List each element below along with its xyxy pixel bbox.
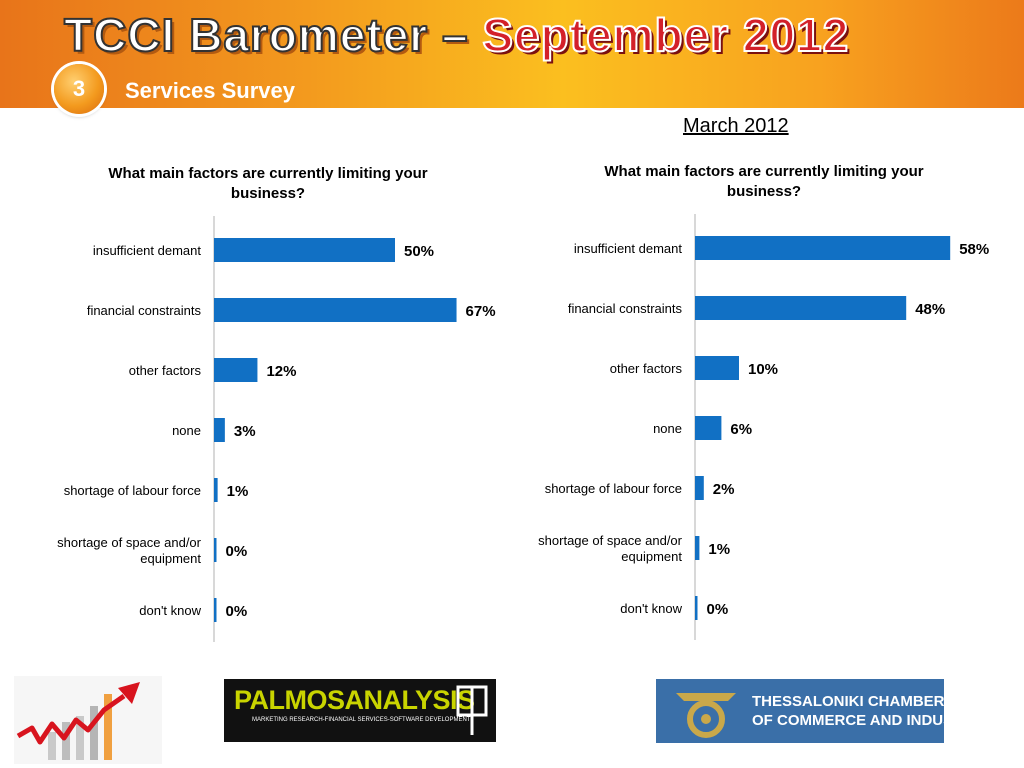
right-chart-value-label: 58% xyxy=(959,241,989,258)
palmos-logo-name: PALMOSANALYSIS xyxy=(234,685,475,715)
left-chart-value-label: 1% xyxy=(227,483,249,500)
section-title: Services Survey xyxy=(125,78,296,103)
section-number-badge: 3 xyxy=(54,64,104,114)
page-title-date: September 2012 xyxy=(481,8,850,62)
right-chart-bar xyxy=(695,536,700,560)
growth-chart-icon xyxy=(14,676,162,764)
right-chart-bar xyxy=(695,596,698,620)
header-banner: TCCI Barometer – September 2012 3 Servic… xyxy=(0,0,1024,114)
left-chart-value-label: 67% xyxy=(466,303,496,320)
left-chart-value-label: 12% xyxy=(266,363,296,380)
palmos-logo-tagline: MARKETING RESEARCH-FINANCIAL SERVICES-SO… xyxy=(252,717,471,723)
thessaloniki-chamber-logo: THESSALONIKI CHAMBER OF COMMERCE AND IND… xyxy=(656,679,983,743)
left-chart-category-label: shortage of labour force xyxy=(64,483,201,498)
right-chart-value-label: 1% xyxy=(708,541,730,558)
left-chart-category-label: don't know xyxy=(139,603,201,618)
right-chart-category-label: none xyxy=(653,421,682,436)
left-chart-bar xyxy=(214,358,258,382)
right-chart-bar xyxy=(695,296,907,320)
left-chart-category-label: financial constraints xyxy=(87,303,202,318)
right-chart-bar xyxy=(695,416,722,440)
left-chart-category-label: other factors xyxy=(129,363,202,378)
right-chart-category-label: financial constraints xyxy=(568,301,683,316)
right-chart-value-label: 48% xyxy=(915,301,945,318)
palmos-analysis-logo: PALMOSANALYSIS MARKETING RESEARCH-FINANC… xyxy=(224,679,496,742)
right-chart-value-label: 6% xyxy=(730,421,752,438)
left-chart-bar xyxy=(214,298,457,322)
left-chart-value-label: 0% xyxy=(226,603,248,620)
left-chart-bar xyxy=(214,478,218,502)
chamber-emblem-icon xyxy=(676,693,736,738)
palmos-p-icon xyxy=(456,685,488,735)
right-chart-value-label: 2% xyxy=(713,481,735,498)
left-bar-chart: insufficient demant 50% financial constrai… xyxy=(57,216,496,642)
right-chart-value-label: 0% xyxy=(707,601,729,618)
page-title: TCCI Barometer – September 2012 xyxy=(63,8,850,62)
right-chart-category-label: shortage of space and/or equipment xyxy=(538,533,682,564)
right-chart-value-label: 10% xyxy=(748,361,778,378)
right-chart-category-label: insufficient demant xyxy=(574,241,683,256)
chamber-logo-line2: OF COMMERCE AND INDUSTRY xyxy=(752,712,983,729)
right-chart-category-label: shortage of labour force xyxy=(545,481,682,496)
right-chart-title: What main factors are currently limiting… xyxy=(604,163,924,200)
left-chart-value-label: 50% xyxy=(404,243,434,260)
right-chart-bar xyxy=(695,236,951,260)
chamber-logo-line1: THESSALONIKI CHAMBER xyxy=(752,693,945,710)
left-chart-bar xyxy=(214,538,217,562)
right-chart-period-label: March 2012 xyxy=(683,115,789,137)
left-chart-category-label: none xyxy=(172,423,201,438)
left-chart-value-label: 3% xyxy=(234,423,256,440)
right-bar-chart: insufficient demant 58% financial constrai… xyxy=(538,214,989,640)
left-chart-category-label: shortage of space and/or equipment xyxy=(57,535,201,566)
left-chart-category-label: insufficient demant xyxy=(93,243,202,258)
left-chart-bar xyxy=(214,598,217,622)
right-chart-category-label: other factors xyxy=(610,361,683,376)
left-chart-bar xyxy=(214,238,395,262)
right-chart-bar xyxy=(695,476,704,500)
left-chart-title: What main factors are currently limiting… xyxy=(108,165,428,202)
left-chart-value-label: 0% xyxy=(226,543,248,560)
left-chart-bar xyxy=(214,418,225,442)
right-chart-bar xyxy=(695,356,739,380)
right-chart-category-label: don't know xyxy=(620,601,682,616)
